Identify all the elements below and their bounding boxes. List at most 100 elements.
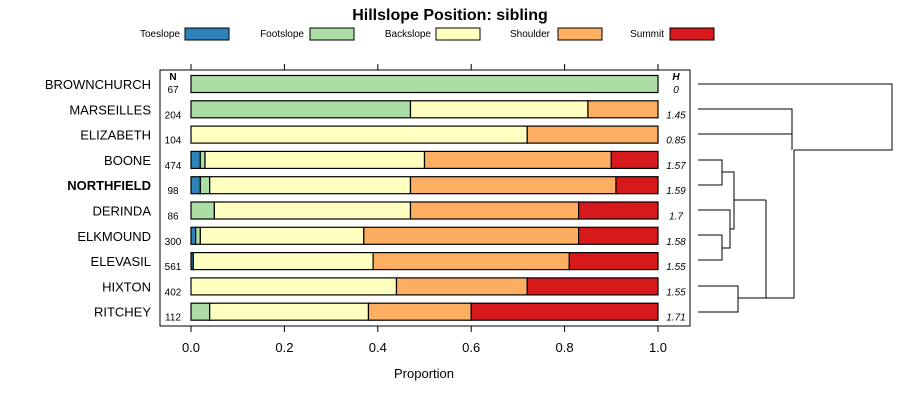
h-value: 1.7 [669, 212, 683, 223]
bar-segment-backslope [204, 150, 426, 169]
h-column-header: H [672, 72, 680, 83]
bar-segment-shoulder [367, 302, 472, 321]
n-value: 300 [165, 237, 182, 248]
site-label: BOONE [104, 153, 151, 168]
site-label: MARSEILLES [69, 102, 151, 117]
n-value: 112 [165, 313, 181, 324]
x-tick-label: 0.2 [275, 340, 293, 355]
x-tick-label: 0.4 [369, 340, 387, 355]
site-label: ELIZABETH [80, 128, 151, 143]
bar-segment-summit [578, 201, 659, 220]
h-value: 1.55 [666, 287, 686, 298]
bar-rows: BROWNCHURCH 67 0 MARSEILLES 204 1.45 ELIZABETH… [45, 74, 686, 324]
n-value: 104 [165, 136, 182, 147]
bar-segment-toeslope [190, 226, 197, 245]
bar-segment-shoulder [372, 252, 570, 271]
bar-segment-toeslope [190, 176, 201, 195]
bar-segment-shoulder [587, 100, 659, 119]
bar-segment-summit [568, 252, 659, 271]
bar-segment-shoulder [409, 201, 580, 220]
n-value: 474 [165, 161, 182, 172]
bar-row: ELIZABETH 104 0.85 [80, 125, 686, 147]
bar-segment-backslope [409, 100, 589, 119]
legend-swatch-footslope [309, 27, 355, 41]
bar-row: BROWNCHURCH 67 0 [45, 74, 679, 96]
x-tick-label: 0.8 [556, 340, 574, 355]
bar-segment-shoulder [409, 176, 617, 195]
h-value: 1.58 [666, 237, 686, 248]
dendrogram-branch [765, 150, 795, 299]
site-label: ELEVASIL [91, 254, 151, 269]
bar-row: DERINDA 86 1.7 [92, 201, 683, 223]
n-value: 98 [167, 186, 179, 197]
legend-label-shoulder: Shoulder [510, 29, 551, 40]
bar-segment-summit [610, 150, 659, 169]
dendrogram-branch [698, 234, 723, 261]
bar-segment-footslope [199, 176, 211, 195]
bar-segment-footslope [195, 226, 201, 245]
h-value: 1.55 [666, 262, 686, 273]
dendrogram-branch [698, 159, 723, 186]
h-value: 0.85 [666, 136, 686, 147]
bar-row: RITCHEY 112 1.71 [94, 302, 686, 324]
chart-title: Hillslope Position: sibling [352, 7, 548, 24]
bar-segment-toeslope [190, 150, 201, 169]
bar-segment-footslope [199, 150, 206, 169]
dendrogram-branch [698, 285, 739, 313]
site-label: RITCHEY [94, 305, 151, 320]
bar-segment-footslope [190, 302, 211, 321]
bar-segment-backslope [190, 277, 398, 296]
h-value: 1.45 [666, 110, 686, 121]
dendrogram-branch [698, 209, 731, 249]
legend-swatch-shoulder [557, 27, 603, 41]
bar-row: HIXTON 402 1.55 [102, 277, 686, 298]
bar-segment-summit [470, 302, 659, 321]
bar-segment-footslope [190, 74, 659, 94]
bar-segment-backslope [213, 201, 412, 220]
bar-segment-backslope [209, 176, 412, 195]
legend-label-backslope: Backslope [385, 29, 432, 40]
h-value: 1.59 [666, 186, 686, 197]
site-label: HIXTON [102, 279, 151, 294]
bar-segment-backslope [192, 252, 374, 271]
site-label: DERINDA [92, 204, 151, 219]
n-value: 561 [165, 262, 182, 273]
x-tick-label: 0.0 [182, 340, 200, 355]
bar-row: MARSEILLES 204 1.45 [69, 100, 686, 121]
bar-segment-footslope [190, 100, 412, 119]
bar-segment-summit [526, 277, 659, 296]
bar-segment-backslope [190, 125, 528, 144]
dendrogram-branch [698, 108, 793, 135]
legend-swatch-summit [669, 27, 715, 41]
n-column-header: N [169, 72, 176, 83]
n-value: 402 [165, 287, 182, 298]
site-label: ELKMOUND [77, 229, 151, 244]
bar-row: BOONE 474 1.57 [104, 150, 686, 172]
bar-segment-shoulder [423, 150, 612, 169]
legend: Toeslope Footslope Backslope Shoulder Summit [140, 27, 715, 41]
legend-label-toeslope: Toeslope [140, 29, 180, 40]
dendrogram-branch [722, 171, 735, 230]
site-label: NORTHFIELD [67, 178, 151, 193]
legend-label-summit: Summit [630, 29, 664, 40]
x-tick-label: 0.6 [462, 340, 480, 355]
bar-segment-shoulder [363, 226, 580, 245]
legend-swatch-backslope [435, 27, 481, 41]
plot-frame [159, 69, 691, 327]
h-value: 1.57 [666, 161, 686, 172]
dendrogram-branch [698, 83, 893, 151]
bar-row: ELKMOUND 300 1.58 [77, 226, 686, 248]
x-tick-label: 1.0 [649, 340, 667, 355]
h-value: 1.71 [666, 313, 685, 324]
bar-segment-shoulder [526, 125, 659, 144]
dendrogram [698, 83, 893, 313]
legend-swatch-toeslope [184, 27, 230, 41]
top-axis-ticks [190, 64, 659, 70]
bar-segment-backslope [209, 302, 370, 321]
n-value: 204 [165, 110, 182, 121]
bar-segment-summit [578, 226, 659, 245]
bar-segment-footslope [190, 201, 215, 220]
bar-row: NORTHFIELD 98 1.59 [67, 176, 686, 197]
x-axis: 0.0 0.2 0.4 0.6 0.8 1.0 [182, 326, 667, 355]
